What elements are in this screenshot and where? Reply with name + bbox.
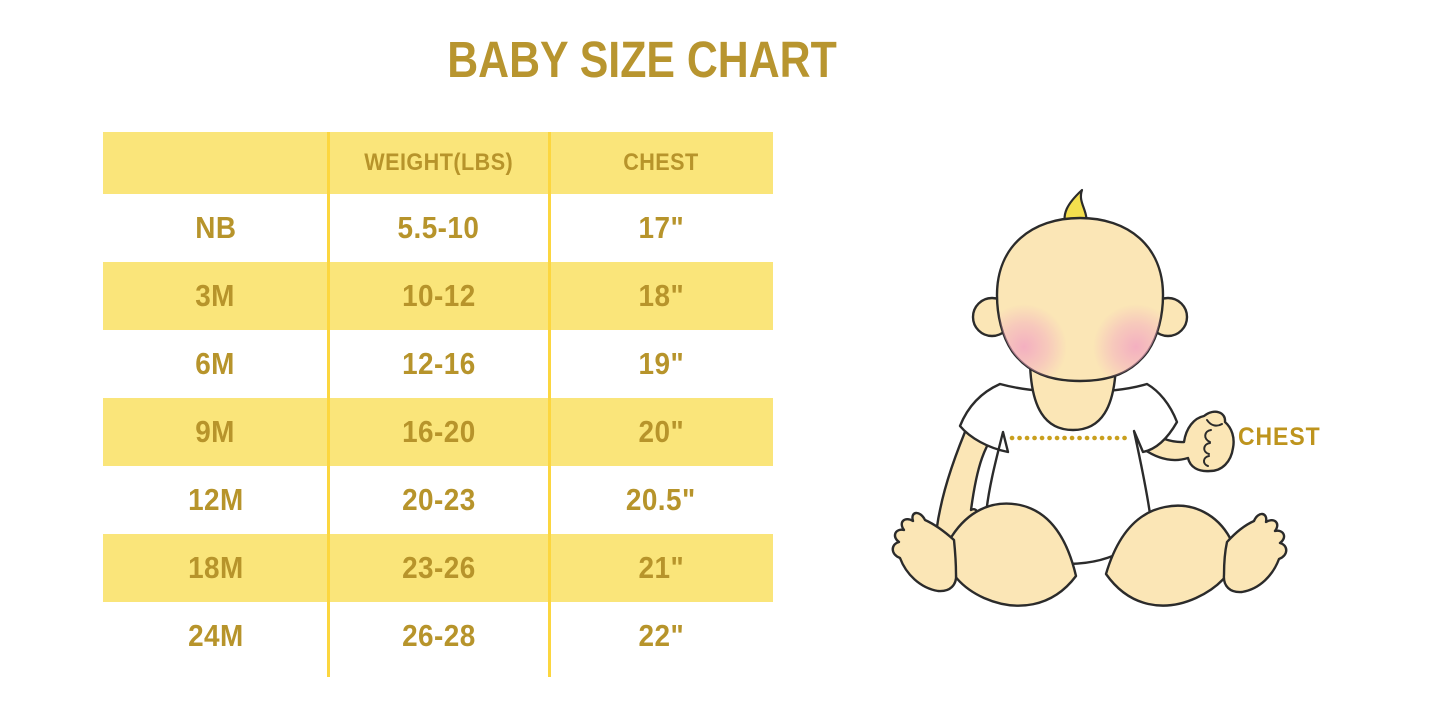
chest-cell: 22": [638, 618, 684, 653]
baby-left-leg: [941, 502, 1078, 607]
size-cell: 9M: [195, 414, 236, 449]
chest-label: CHEST: [1238, 423, 1321, 451]
chest-cell: 19": [638, 346, 684, 381]
weight-cell: 16-20: [401, 414, 476, 449]
chest-column-header: CHEST: [623, 149, 699, 176]
table-row: 18M 23-26 21": [103, 534, 773, 602]
column-divider-1: [327, 132, 330, 677]
chest-cell: 20": [638, 414, 684, 449]
baby-right-foot: [1222, 512, 1288, 594]
size-cell: 24M: [187, 618, 244, 653]
chest-cell: 18": [638, 278, 684, 313]
baby-left-foot: [891, 511, 958, 593]
page-title-text: BABY SIZE CHART: [447, 31, 837, 88]
size-column-header: [103, 149, 328, 177]
table-row: 24M 26-28 22": [103, 602, 773, 670]
table-row: 3M 10-12 18": [103, 262, 773, 330]
weight-cell: 26-28: [401, 618, 476, 653]
size-cell: 18M: [187, 550, 244, 585]
table-row: 9M 16-20 20": [103, 398, 773, 466]
weight-cell: 20-23: [401, 482, 476, 517]
size-chart-table: WEIGHT(LBS) CHEST NB 5.5-10 17" 3M 10-12…: [103, 132, 773, 677]
weight-cell: 10-12: [401, 278, 476, 313]
size-cell: 6M: [195, 346, 236, 381]
baby-figure-svg: [891, 188, 1288, 607]
page-title: BABY SIZE CHART: [410, 30, 874, 89]
table-row: 12M 20-23 20.5": [103, 466, 773, 534]
chest-cell: 20.5": [626, 482, 696, 517]
table-row: 6M 12-16 19": [103, 330, 773, 398]
chest-cell: 17": [638, 210, 684, 245]
weight-column-header: WEIGHT(LBS): [364, 149, 513, 176]
chest-cell: 21": [638, 550, 684, 585]
column-divider-2: [548, 132, 551, 677]
size-cell: NB: [194, 210, 237, 245]
baby-fist-knuckle-lines: [1203, 419, 1223, 467]
size-cell: 3M: [195, 278, 236, 313]
weight-cell: 12-16: [401, 346, 476, 381]
size-cell: 12M: [187, 482, 244, 517]
weight-cell: 23-26: [401, 550, 476, 585]
table-header-row: WEIGHT(LBS) CHEST: [103, 132, 773, 194]
baby-illustration: [870, 180, 1340, 630]
weight-cell: 5.5-10: [397, 210, 480, 245]
table-row: NB 5.5-10 17": [103, 194, 773, 262]
